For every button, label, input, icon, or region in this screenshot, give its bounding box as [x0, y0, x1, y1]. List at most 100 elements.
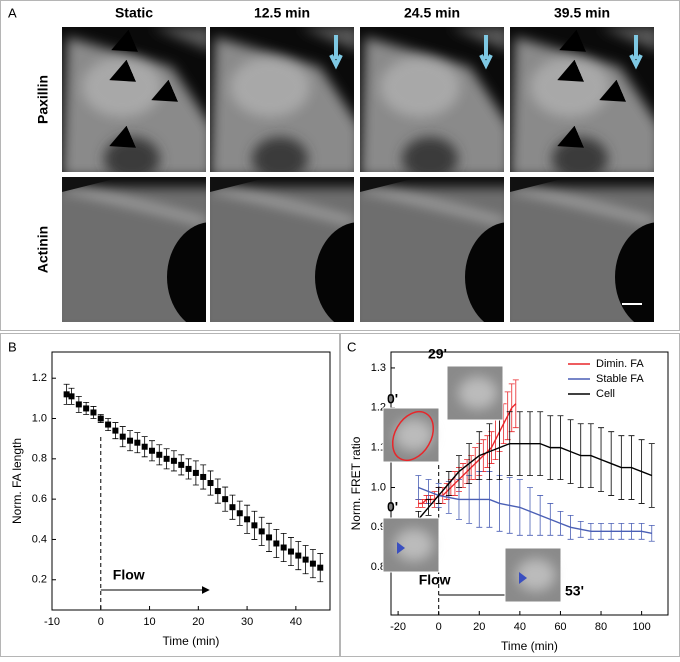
flow-label: Flow [419, 572, 451, 588]
point [192, 469, 199, 476]
point [148, 447, 155, 454]
x-tick-label: 10 [143, 616, 155, 628]
plot-frame [51, 351, 331, 611]
x-tick-label: 40 [290, 616, 302, 628]
dark-corner [210, 177, 270, 192]
point [178, 461, 185, 468]
point [97, 415, 104, 422]
point [68, 393, 75, 400]
inset-pointer [397, 542, 405, 554]
x-tick-label: 80 [595, 621, 607, 633]
micrograph [360, 27, 504, 172]
flow-arrow [479, 35, 493, 70]
flow-label: Flow [113, 567, 145, 583]
x-tick-label: 60 [554, 621, 566, 633]
cell-glow [230, 57, 310, 117]
y-axis-label: Norm. FA length [10, 438, 24, 524]
x-tick-label: 0 [436, 621, 442, 633]
point [200, 473, 207, 480]
red-arrow [557, 125, 585, 148]
error-bar [648, 443, 655, 508]
point [236, 510, 243, 517]
point [105, 421, 112, 428]
panel-label: B [8, 339, 17, 354]
point [295, 552, 302, 559]
red-arrow [559, 29, 587, 52]
y-tick-label: 1.0 [32, 412, 47, 424]
nucleus [252, 137, 308, 172]
series-line [417, 442, 653, 520]
x-tick-label: 0 [98, 616, 104, 628]
point [317, 564, 324, 571]
y-tick-label: 0.8 [371, 561, 386, 573]
inset-cell [394, 418, 434, 452]
error-bar [648, 524, 655, 542]
point [127, 437, 134, 444]
inset-label: 29' [428, 346, 447, 362]
column-header: 12.5 min [254, 5, 310, 21]
actin-fiber [360, 185, 504, 224]
inset-label: 0' [387, 391, 398, 407]
nucleus [615, 222, 654, 322]
nucleus [315, 222, 354, 322]
micrograph [62, 27, 206, 172]
micrograph [510, 177, 654, 322]
cell-edge [600, 27, 654, 50]
point [141, 443, 148, 450]
flow-arrow [329, 35, 343, 70]
series-line [418, 486, 652, 534]
panel-label: A [8, 5, 17, 20]
micrograph [510, 27, 654, 172]
y-tick-label: 0.6 [32, 493, 47, 505]
cell-edge [300, 27, 354, 50]
point [287, 548, 294, 555]
x-tick-label: -10 [44, 616, 60, 628]
point [302, 556, 309, 563]
nucleus [402, 137, 458, 172]
y-tick-label: 1.0 [371, 481, 386, 493]
x-tick-label: 40 [514, 621, 526, 633]
legend-label: Dimin. FA [596, 358, 644, 370]
x-tick-label: 30 [241, 616, 253, 628]
inset-label: 0' [387, 499, 398, 515]
row-label: Actinin [35, 226, 51, 273]
y-tick-label: 0.4 [32, 533, 47, 545]
inset-cell [458, 376, 498, 410]
y-tick-label: 0.2 [32, 574, 47, 586]
point [207, 480, 214, 487]
panel-b-border [0, 333, 340, 657]
y-tick-label: 1.2 [32, 372, 47, 384]
nucleus [167, 222, 206, 322]
flow-arrow [629, 35, 643, 70]
inset-label: 53' [565, 583, 584, 599]
point [83, 405, 90, 412]
actin-fiber [62, 185, 206, 224]
point [119, 433, 126, 440]
x-axis-label: Time (min) [501, 639, 558, 653]
column-header: 39.5 min [554, 5, 610, 21]
point [156, 451, 163, 458]
point [244, 516, 251, 523]
actin-fiber [210, 185, 354, 224]
micrograph [210, 27, 354, 172]
point [273, 540, 280, 547]
actin-fiber [510, 185, 654, 224]
point [214, 488, 221, 495]
inset-pointer [519, 572, 527, 584]
y-tick-label: 1.1 [371, 442, 386, 454]
point [258, 528, 265, 535]
red-arrow [557, 59, 585, 82]
y-axis-label: Norm. FRET ratio [349, 436, 363, 530]
y-tick-label: 0.9 [371, 521, 386, 533]
micrographs [62, 27, 654, 322]
micrograph [210, 177, 354, 322]
red-arrow [151, 79, 179, 102]
y-tick-label: 1.2 [371, 402, 386, 414]
point [63, 391, 70, 398]
x-tick-label: 100 [632, 621, 650, 633]
point [170, 457, 177, 464]
point [280, 544, 287, 551]
plot-frame [390, 351, 669, 616]
x-axis-label: Time (min) [163, 634, 220, 648]
cell-glow [82, 57, 162, 117]
